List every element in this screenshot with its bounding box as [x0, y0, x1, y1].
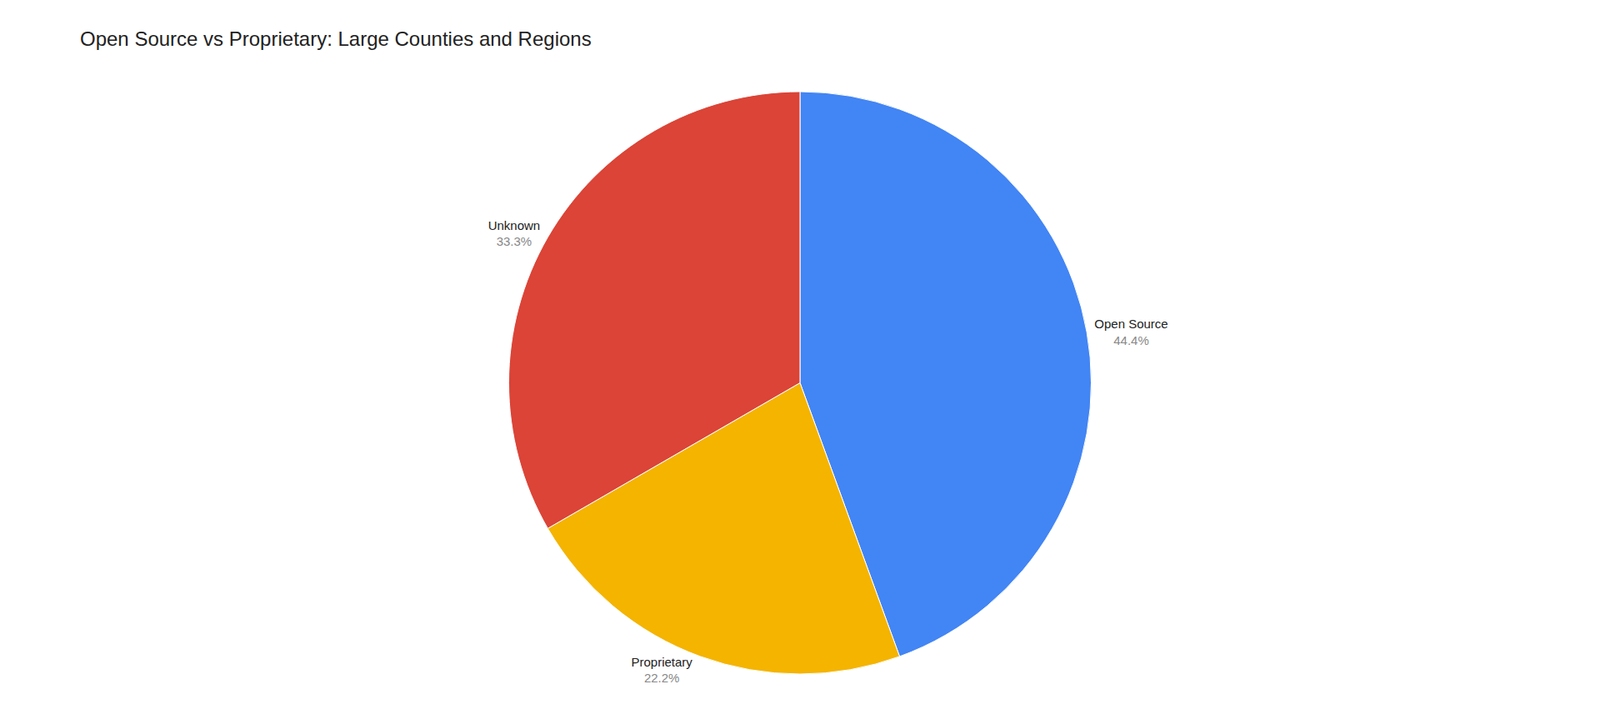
svg-text:Proprietary22.2%: Proprietary22.2% [630, 655, 693, 686]
svg-text:Open Source vs Proprietary: La: Open Source vs Proprietary: Large Counti… [80, 27, 592, 50]
svg-text:Open Source44.4%: Open Source44.4% [1094, 316, 1168, 348]
svg-text:Unknown33.3%: Unknown33.3% [488, 218, 541, 250]
